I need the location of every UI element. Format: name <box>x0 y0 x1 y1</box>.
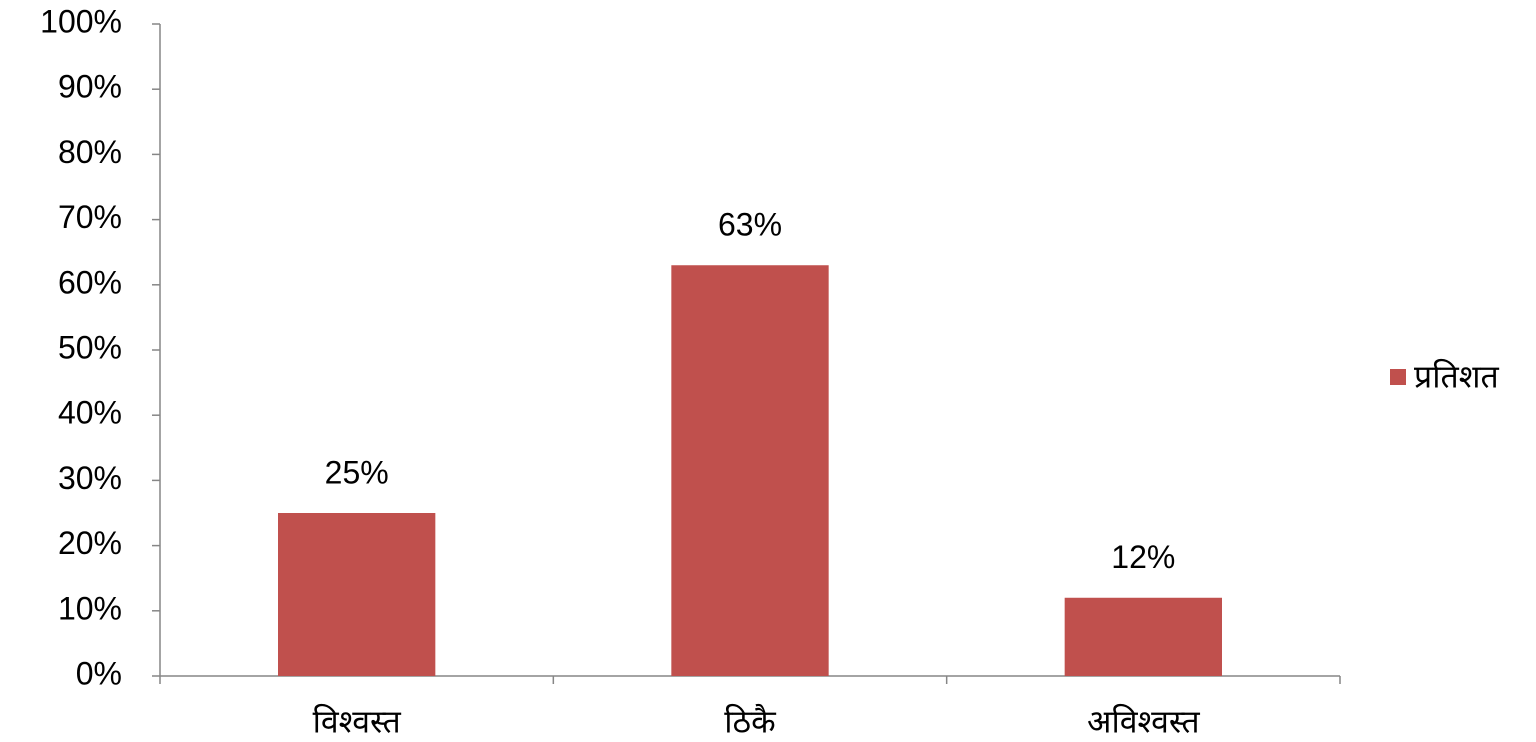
y-tick-label: 20% <box>58 525 122 561</box>
data-label: 12% <box>1111 539 1175 575</box>
y-tick-label: 30% <box>58 460 122 496</box>
y-tick-label: 60% <box>58 264 122 300</box>
x-tick-label: विश्वस्त <box>313 703 402 739</box>
data-label: 63% <box>718 207 782 243</box>
legend-label: प्रतिशत <box>1414 358 1499 394</box>
y-tick-label: 50% <box>58 329 122 365</box>
x-tick-label: ठिकै <box>724 703 777 739</box>
y-tick-label: 10% <box>58 590 122 626</box>
data-label: 25% <box>325 454 389 490</box>
y-tick-label: 70% <box>58 199 122 235</box>
y-tick-label: 90% <box>58 69 122 105</box>
bar <box>278 513 436 676</box>
y-tick-label: 80% <box>58 134 122 170</box>
y-tick-label: 0% <box>76 655 122 691</box>
bar <box>671 265 829 676</box>
bar <box>1064 597 1222 676</box>
y-tick-label: 40% <box>58 395 122 431</box>
x-tick-label: अविश्वस्त <box>1087 703 1200 739</box>
y-tick-label: 100% <box>40 3 122 39</box>
legend-swatch <box>1390 369 1406 385</box>
